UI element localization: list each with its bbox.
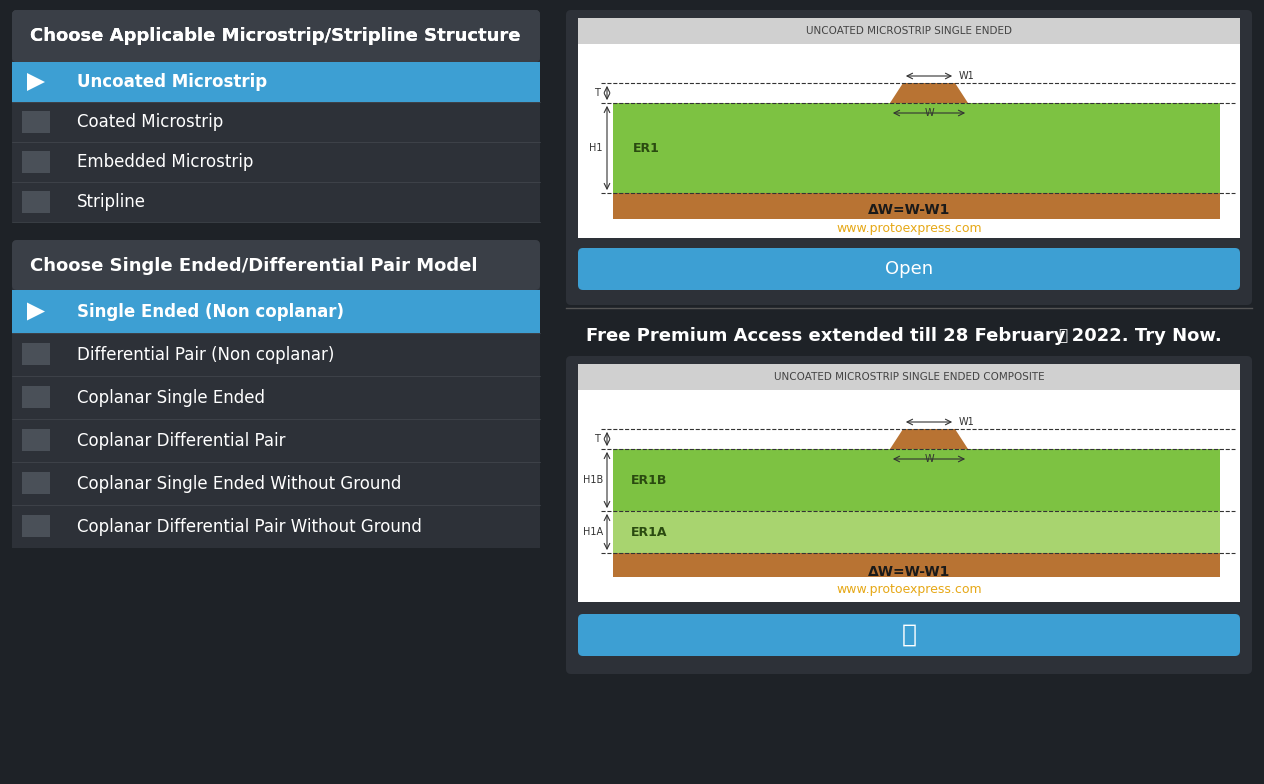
Bar [21,191,51,213]
Bar [613,103,1220,193]
Text: www.protoexpress.com: www.protoexpress.com [837,222,982,234]
Text: Choose Applicable Microstrip/Stripline Structure: Choose Applicable Microstrip/Stripline S… [30,27,521,45]
Text: Open: Open [885,260,933,278]
FancyBboxPatch shape [566,356,1253,674]
FancyBboxPatch shape [578,614,1240,656]
FancyBboxPatch shape [11,240,540,548]
Bar [11,376,540,419]
Text: W: W [924,108,934,118]
Bar [21,472,51,494]
Bar [613,193,1220,219]
Text: W1: W1 [959,417,975,427]
Bar [11,182,540,222]
Bar [613,449,1220,511]
Text: www.protoexpress.com: www.protoexpress.com [837,583,982,597]
Text: Differential Pair (Non coplanar): Differential Pair (Non coplanar) [77,346,335,364]
Text: Coated Microstrip: Coated Microstrip [77,113,224,131]
FancyBboxPatch shape [11,10,540,62]
Text: Uncoated Microstrip: Uncoated Microstrip [77,73,267,91]
Text: Coplanar Single Ended Without Ground: Coplanar Single Ended Without Ground [77,474,402,492]
Bar [11,102,540,142]
Bar [21,343,51,365]
Text: Free Premium Access extended till 28 February 2022. Try Now.: Free Premium Access extended till 28 Feb… [586,327,1222,345]
Text: Choose Applicable Microstrip/Stripline Structure: Choose Applicable Microstrip/Stripline S… [30,27,521,45]
Text: T: T [594,88,600,98]
Text: Single Ended (Non coplanar): Single Ended (Non coplanar) [77,303,344,321]
Bar [11,142,540,182]
Text: 🔒: 🔒 [1058,328,1067,343]
Polygon shape [890,429,968,449]
FancyBboxPatch shape [11,240,540,290]
Bar [578,364,1240,602]
Polygon shape [27,73,46,91]
Bar [21,151,51,173]
Bar [578,18,1240,238]
Text: ER1A: ER1A [631,525,667,539]
Bar [11,505,540,548]
Bar [613,511,1220,553]
Text: Coplanar Differential Pair Without Ground: Coplanar Differential Pair Without Groun… [77,517,422,535]
Bar [578,364,1240,390]
Bar [21,111,51,133]
Text: H1: H1 [589,143,603,153]
Bar [21,386,51,408]
Text: T: T [594,434,600,444]
Bar [11,62,540,102]
Text: W: W [924,454,934,464]
Bar [11,419,540,462]
Bar [21,429,51,451]
Text: ER1B: ER1B [631,474,667,487]
Text: UNCOATED MICROSTRIP SINGLE ENDED COMPOSITE: UNCOATED MICROSTRIP SINGLE ENDED COMPOSI… [774,372,1044,382]
Bar [578,18,1240,44]
Text: W1: W1 [959,71,975,81]
FancyBboxPatch shape [566,10,1253,305]
FancyBboxPatch shape [11,10,540,222]
Polygon shape [27,303,46,321]
FancyBboxPatch shape [578,248,1240,290]
Polygon shape [890,83,968,103]
Text: UNCOATED MICROSTRIP SINGLE ENDED: UNCOATED MICROSTRIP SINGLE ENDED [806,26,1012,36]
Bar [11,333,540,376]
Bar [613,553,1220,577]
Text: Coplanar Differential Pair: Coplanar Differential Pair [77,431,286,449]
Bar [11,462,540,505]
Text: ER1: ER1 [633,141,660,154]
Text: 🔒: 🔒 [901,623,916,647]
Text: Choose Single Ended/Differential Pair Model: Choose Single Ended/Differential Pair Mo… [30,257,478,275]
Text: ΔW=W-W1: ΔW=W-W1 [868,203,951,217]
Bar [11,290,540,333]
Text: Coplanar Single Ended: Coplanar Single Ended [77,389,265,406]
Text: ΔW=W-W1: ΔW=W-W1 [868,565,951,579]
Bar [21,515,51,537]
Text: Stripline: Stripline [77,193,147,211]
FancyBboxPatch shape [11,10,540,62]
Text: Embedded Microstrip: Embedded Microstrip [77,153,253,171]
Text: H1A: H1A [583,527,603,537]
Text: H1B: H1B [583,475,603,485]
